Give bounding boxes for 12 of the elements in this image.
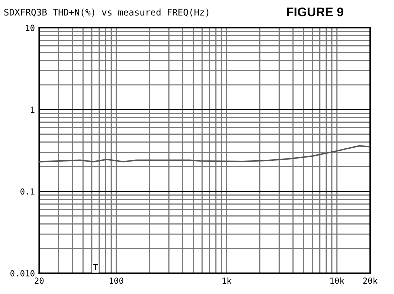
y-tick-label: 10 <box>26 24 35 32</box>
x-tick-label: 20k <box>363 278 378 284</box>
x-tick-label: 10k <box>330 278 345 284</box>
y-tick-label: 0.010 <box>10 270 35 277</box>
x-tick-label: 100 <box>110 278 124 284</box>
y-tick-label: 1 <box>31 106 35 113</box>
y-tick-label: 0.1 <box>20 188 35 195</box>
x-tick-label: 1k <box>222 278 232 284</box>
chart-subtitle: FIGURE 9 <box>287 8 344 17</box>
annotation: T <box>93 264 98 270</box>
x-tick-label: 20 <box>35 278 44 284</box>
chart-title: SDXFRQ3B THD+N(%) vs measured FREQ(Hz) <box>4 8 209 17</box>
